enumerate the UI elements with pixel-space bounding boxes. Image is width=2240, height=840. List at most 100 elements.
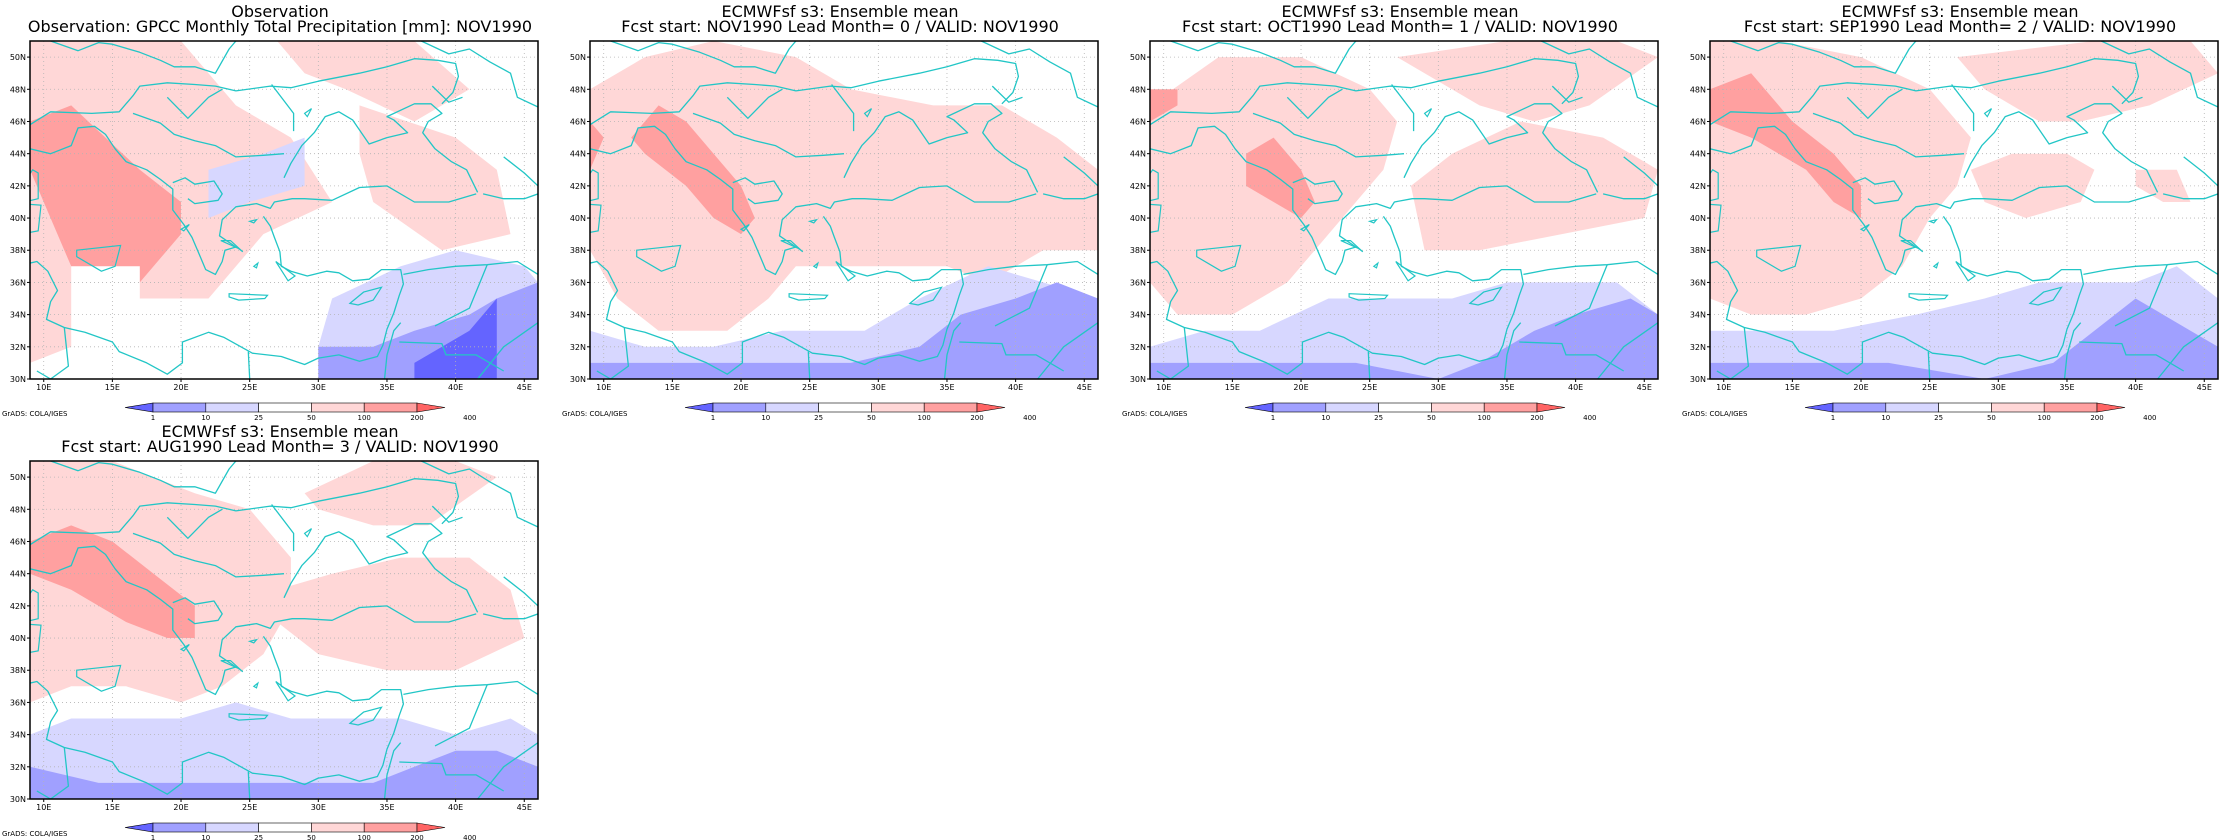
x-tick-label: 25E	[1922, 383, 1937, 392]
island-outline	[1859, 223, 1870, 232]
legend-level-label: 25	[814, 414, 823, 420]
coastline	[1252, 112, 1405, 158]
x-tick-label: 20E	[173, 803, 188, 812]
island-outline	[1423, 108, 1433, 118]
legend-swatch	[416, 402, 446, 413]
x-tick-label: 45E	[1637, 383, 1652, 392]
y-tick-label: 42N	[1130, 182, 1146, 191]
coastline	[1292, 177, 1343, 205]
map-area	[30, 461, 538, 799]
coastline	[2162, 193, 2218, 200]
legend-swatch	[1991, 402, 2045, 413]
coastline	[1042, 193, 1098, 200]
y-tick-label: 32N	[10, 343, 26, 352]
y-tick-label: 36N	[10, 698, 26, 707]
coastline	[831, 84, 855, 132]
coastline	[2083, 260, 2218, 276]
coastline	[2114, 264, 2168, 327]
y-tick-label: 40N	[10, 634, 26, 643]
legend-level-label: 10	[1321, 414, 1330, 420]
y-tick-label: 46N	[570, 117, 586, 126]
coastline	[2063, 322, 2082, 379]
island-outline	[1955, 261, 1977, 282]
legend-swatch	[311, 402, 365, 413]
legend-level-label: 1	[711, 414, 715, 420]
coastline	[1716, 327, 1750, 379]
x-tick-label: 30E	[311, 803, 326, 812]
legend-level-label: 400	[463, 414, 476, 420]
island-outline	[812, 261, 819, 269]
legend-level-label: 100	[358, 834, 371, 840]
map-frame	[1709, 40, 2219, 380]
x-tick-label: 35E	[379, 803, 394, 812]
island-outline	[1340, 240, 1364, 253]
precip-region	[208, 137, 305, 218]
y-tick-label: 36N	[10, 278, 26, 287]
coastline	[981, 41, 1098, 108]
legend-swatch	[124, 822, 154, 833]
y-tick-label: 38N	[10, 246, 26, 255]
y-tick-label: 46N	[1690, 117, 1706, 126]
legend-level-label: 400	[1583, 414, 1596, 420]
island-outline	[1372, 261, 1379, 269]
x-tick-label: 20E	[733, 383, 748, 392]
legend-level-label: 25	[254, 414, 263, 420]
legend-swatch	[1325, 402, 1379, 413]
y-tick-label: 44N	[570, 150, 586, 159]
island-outline	[1299, 223, 1310, 232]
coastline	[30, 216, 405, 375]
legend-swatch	[871, 402, 925, 413]
island-outline	[1150, 169, 1159, 202]
y-tick-label: 38N	[10, 666, 26, 675]
coastline	[132, 532, 285, 578]
x-tick-label: 10E	[36, 383, 51, 392]
coastline	[1551, 85, 1583, 103]
legend-level-label: 400	[463, 834, 476, 840]
y-tick-label: 30N	[10, 375, 26, 384]
coastline	[1710, 125, 2157, 276]
legend-level-label: 200	[410, 414, 423, 420]
y-tick-label: 50N	[10, 53, 26, 62]
map-frame	[1149, 40, 1659, 380]
island-outline	[247, 218, 259, 224]
legend-swatch	[712, 402, 767, 413]
color-legend: 1 10 25 50 100 200 400	[124, 402, 476, 420]
x-tick-label: 15E	[105, 803, 120, 812]
coastline	[403, 260, 538, 276]
island-outline	[275, 681, 297, 702]
y-tick-label: 42N	[570, 182, 586, 191]
island-outline	[590, 169, 599, 202]
island-outline	[835, 261, 857, 282]
coastline	[166, 88, 223, 119]
legend-swatch	[2096, 402, 2126, 413]
coastline	[1286, 88, 1343, 119]
coastline	[477, 742, 538, 799]
island-outline	[275, 261, 297, 282]
legend-swatch	[976, 402, 1006, 413]
map-panel-observation: Observation Observation: GPCC Monthly To…	[0, 0, 560, 420]
island-outline	[76, 664, 122, 692]
coastline	[30, 636, 405, 795]
coastline	[477, 322, 538, 379]
map-area	[1710, 41, 2218, 379]
island-outline	[1908, 293, 1949, 301]
coastline	[36, 327, 70, 379]
legend-swatch	[765, 402, 819, 413]
precip-region	[71, 266, 140, 379]
grads-credit: GrADS: COLA/IGES	[1682, 410, 1748, 418]
coastline	[943, 322, 962, 379]
coastline	[1037, 322, 1098, 379]
y-tick-label: 36N	[570, 278, 586, 287]
precip-region	[1150, 298, 1658, 379]
x-tick-label: 40E	[1008, 383, 1023, 392]
panel-title-line2: Fcst start: AUG1990 Lead Month= 3 / VALI…	[61, 437, 499, 456]
legend-level-label: 100	[1478, 414, 1491, 420]
y-tick-label: 38N	[1130, 246, 1146, 255]
legend-level-label: 100	[2038, 414, 2051, 420]
x-tick-label: 20E	[1853, 383, 1868, 392]
y-tick-label: 48N	[1130, 85, 1146, 94]
coastline	[50, 461, 237, 494]
y-tick-label: 44N	[1130, 150, 1146, 159]
y-tick-label: 38N	[570, 246, 586, 255]
island-outline	[220, 240, 244, 253]
